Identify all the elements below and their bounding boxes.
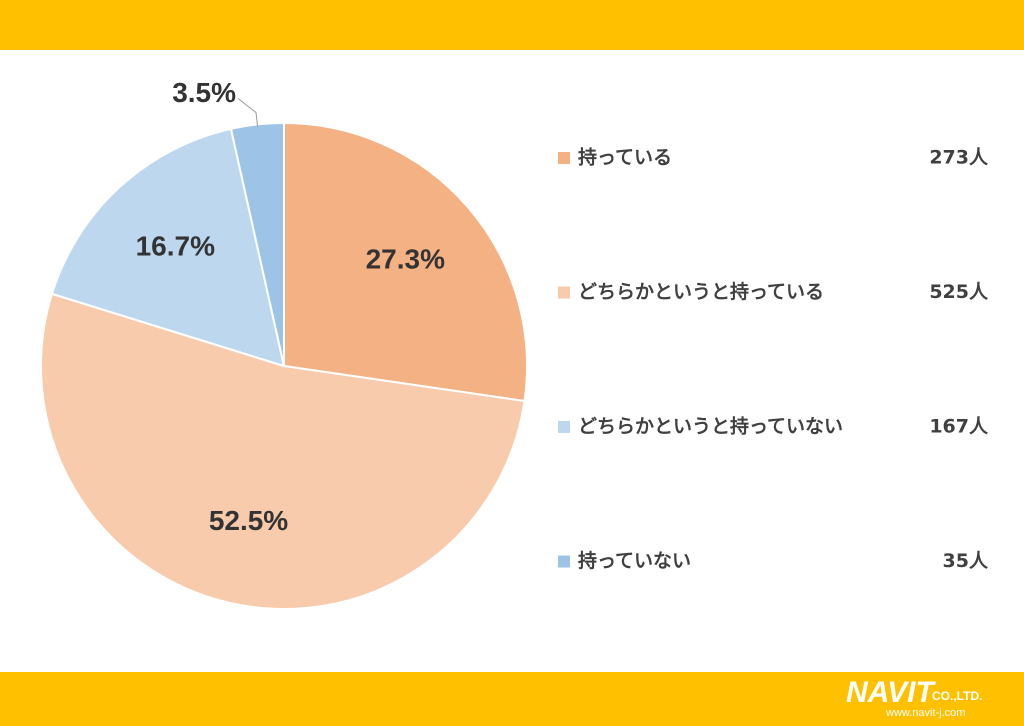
legend-count: 167人 [929,416,989,438]
pie-slice [283,121,528,403]
pie-slice [40,292,526,610]
legend-count: 525人 [929,281,989,303]
legend-label: 持っていない [578,549,691,572]
value-label: 27.3% [366,243,445,274]
value-label: 16.7% [136,230,215,261]
leader-line [237,98,259,127]
legend-label: どちらかというと持っている [578,280,824,303]
logo: NAVIT [846,676,936,709]
logo-url: www.navit-j.com [885,707,965,719]
legend-label: 持っている [578,146,672,169]
legend-swatch [558,421,570,433]
logo-company: CO.,LTD. [932,689,982,703]
value-label: 3.5% [172,77,236,108]
legend-count: 273人 [929,147,989,169]
pie-slice [50,127,286,368]
top-bar [0,0,1024,50]
legend-swatch [558,152,570,164]
legend-swatch [558,286,570,299]
bottom-bar [0,672,1024,726]
value-label: 52.5% [209,505,288,536]
legend-count: 35人 [943,550,989,572]
legend-swatch [558,555,570,568]
legend-label: どちらかというと持っていない [578,415,843,438]
